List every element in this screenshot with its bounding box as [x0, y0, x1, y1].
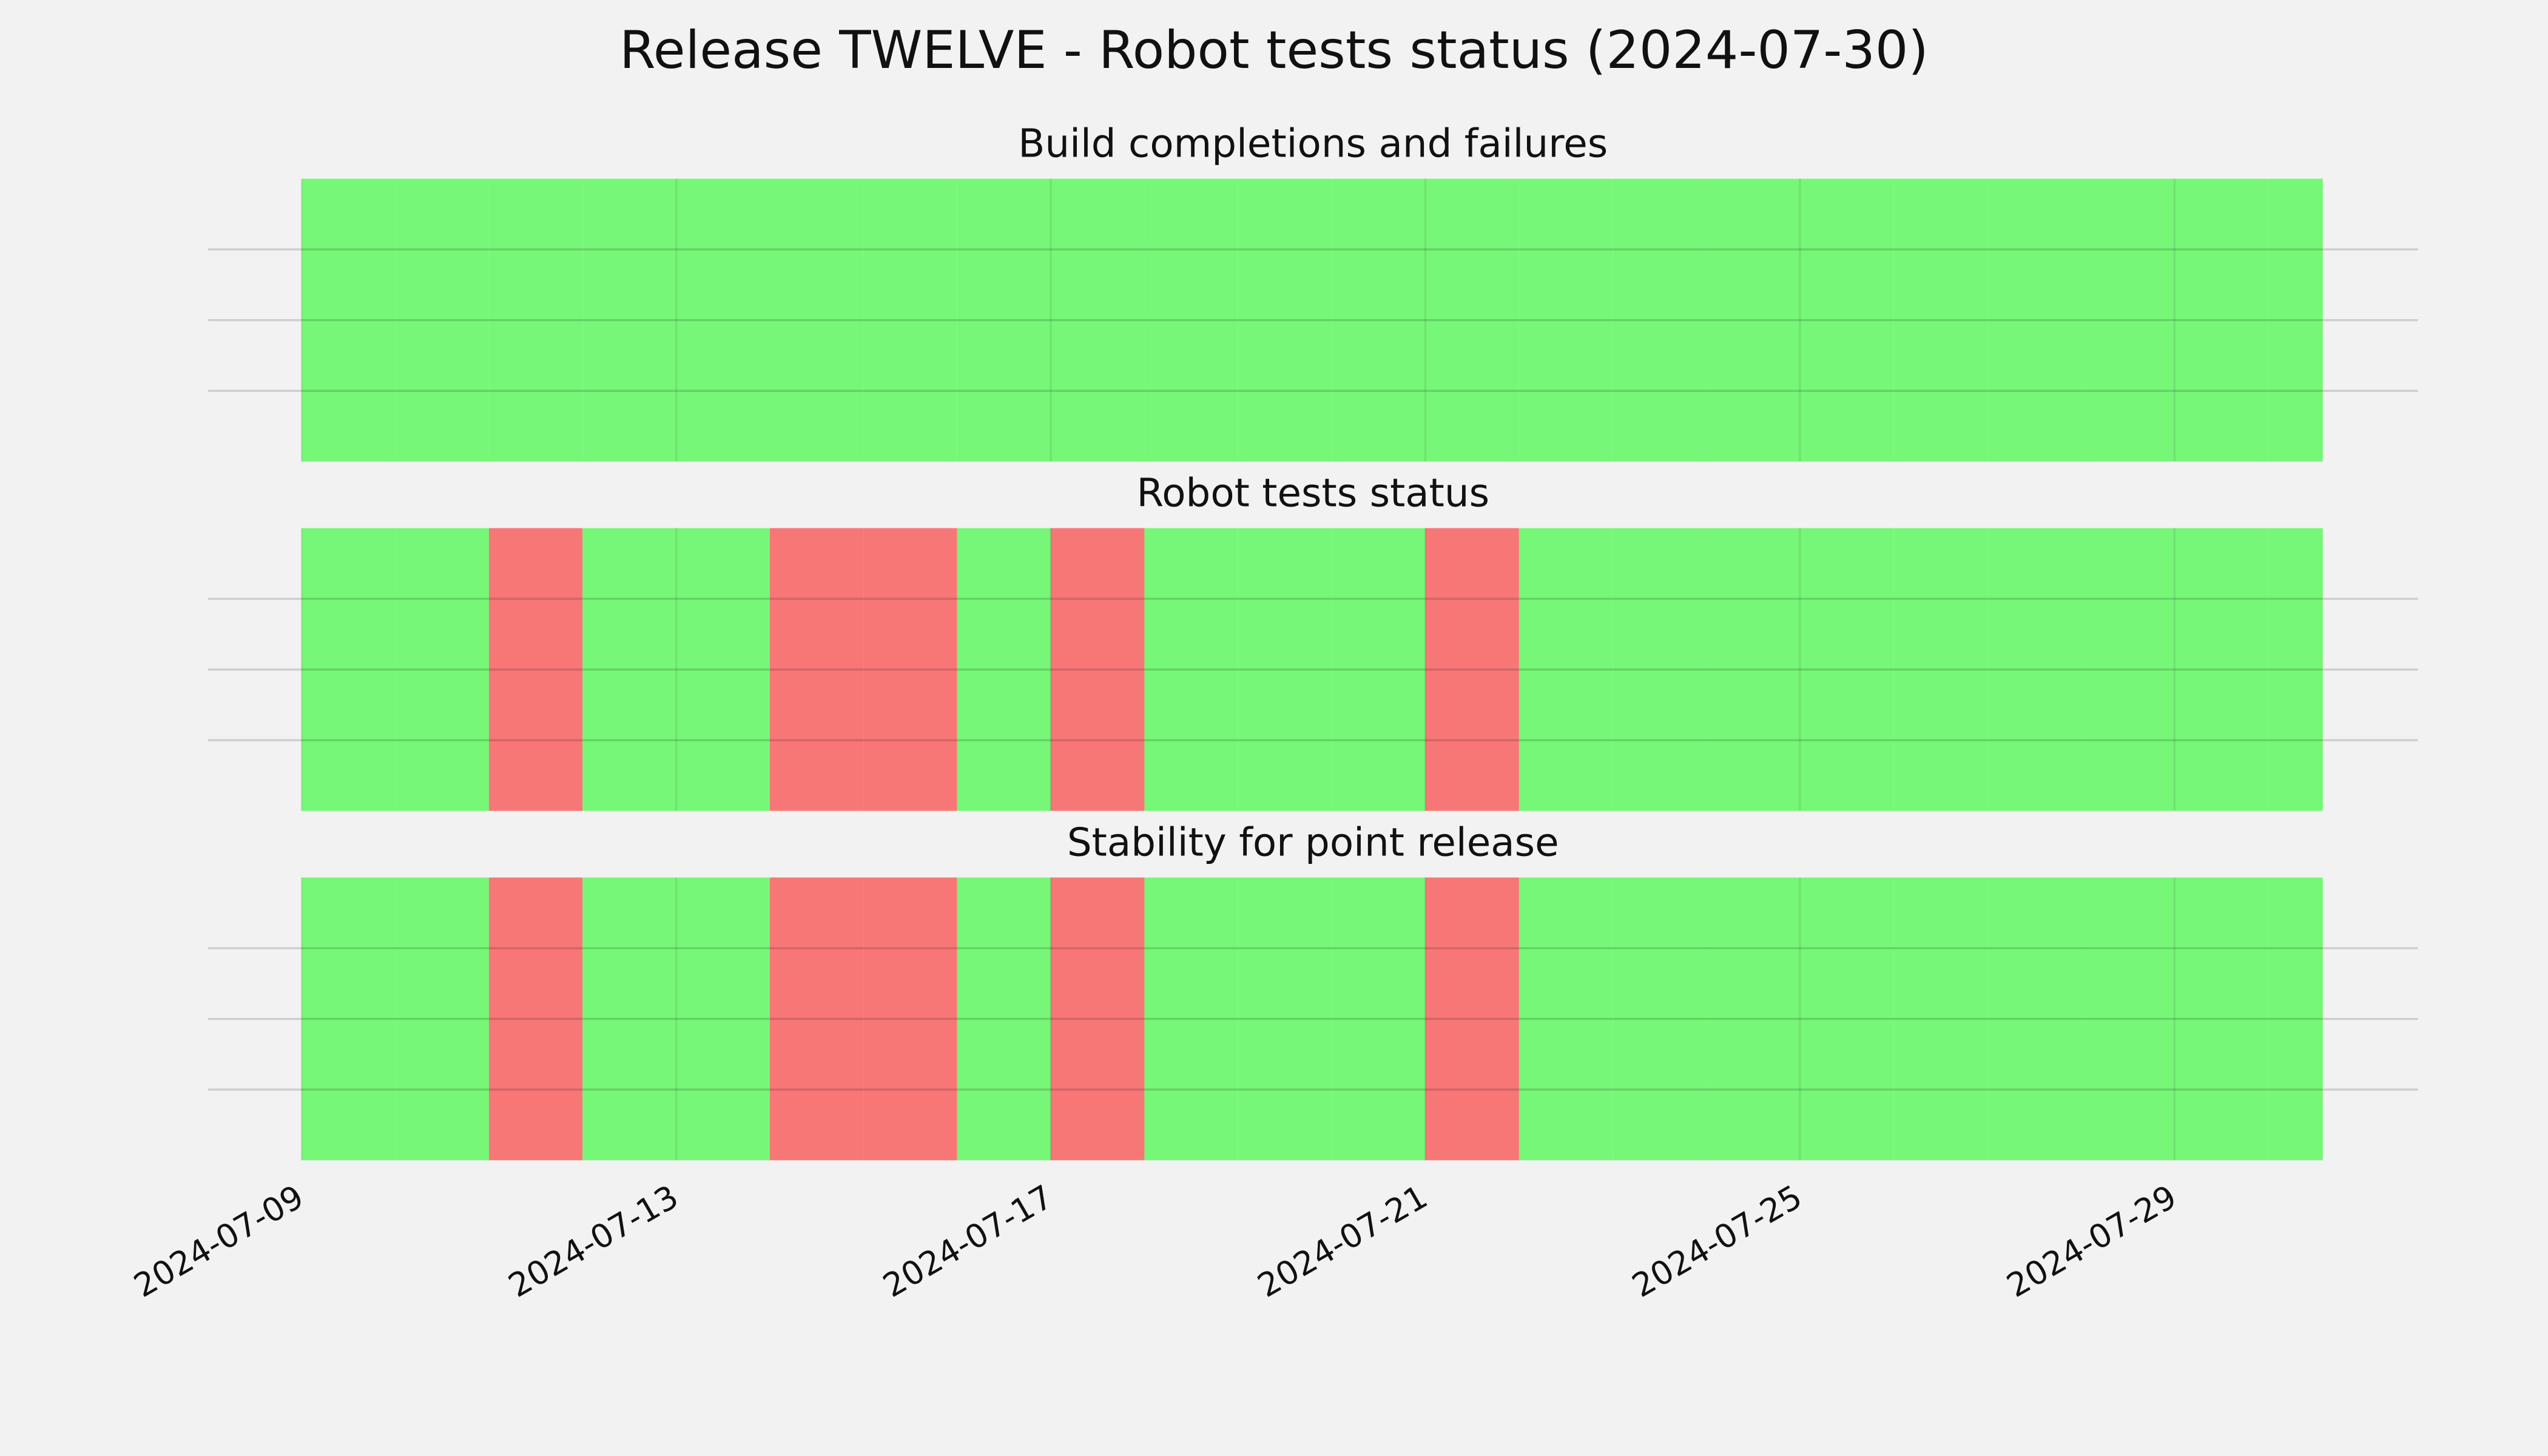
bar — [1238, 877, 1332, 1161]
bar — [676, 877, 770, 1161]
bar — [302, 528, 396, 811]
bar — [1613, 528, 1707, 811]
bar — [1987, 178, 2081, 462]
bar — [1799, 528, 1894, 811]
bar — [488, 178, 583, 462]
bar — [1893, 877, 1987, 1161]
bar — [1425, 877, 1519, 1161]
bar — [1706, 178, 1800, 462]
bar — [1238, 178, 1332, 462]
bar — [1332, 877, 1426, 1161]
bar — [676, 528, 770, 811]
bar — [1518, 178, 1613, 462]
bar — [1144, 528, 1238, 811]
bar — [2081, 528, 2175, 811]
bar — [863, 178, 957, 462]
bar — [957, 528, 1051, 811]
panel-title: Stability for point release — [1067, 820, 1559, 865]
bar — [1332, 528, 1426, 811]
bar — [302, 877, 396, 1161]
bar — [863, 528, 957, 811]
bar — [1893, 528, 1987, 811]
bar — [1613, 178, 1707, 462]
bar — [1518, 877, 1613, 1161]
bar — [770, 877, 864, 1161]
bar — [1799, 178, 1894, 462]
bar — [582, 528, 676, 811]
bar — [302, 178, 396, 462]
bar — [863, 877, 957, 1161]
bar — [1425, 178, 1519, 462]
bar — [1238, 528, 1332, 811]
bar — [1799, 877, 1894, 1161]
bar — [2081, 877, 2175, 1161]
bar — [1144, 877, 1238, 1161]
bar — [1518, 528, 1613, 811]
bar — [1893, 178, 1987, 462]
bar — [488, 528, 583, 811]
bar — [2081, 178, 2175, 462]
bar — [395, 178, 489, 462]
bar — [2174, 877, 2268, 1161]
bar — [582, 877, 676, 1161]
bar — [582, 178, 676, 462]
bar — [1051, 178, 1145, 462]
bar — [1987, 877, 2081, 1161]
bar — [957, 178, 1051, 462]
panel-title: Robot tests status — [1136, 471, 1489, 516]
bar — [2268, 528, 2323, 811]
bar — [1706, 877, 1800, 1161]
chart-title: Release TWELVE - Robot tests status (202… — [619, 20, 1929, 81]
bar — [770, 528, 864, 811]
bar — [1425, 528, 1519, 811]
bar — [1144, 178, 1238, 462]
bar — [676, 178, 770, 462]
bar — [1051, 528, 1145, 811]
bar — [395, 877, 489, 1161]
bar — [957, 877, 1051, 1161]
bar — [1987, 528, 2081, 811]
bar — [2174, 178, 2268, 462]
bar — [1706, 528, 1800, 811]
bar — [770, 178, 864, 462]
bar — [2268, 877, 2323, 1161]
bar — [1051, 877, 1145, 1161]
panel-title: Build completions and failures — [1018, 121, 1608, 167]
bar — [1332, 178, 1426, 462]
bar — [2268, 178, 2323, 462]
bar — [2174, 528, 2268, 811]
bar — [1613, 877, 1707, 1161]
bar — [488, 877, 583, 1161]
bar — [395, 528, 489, 811]
